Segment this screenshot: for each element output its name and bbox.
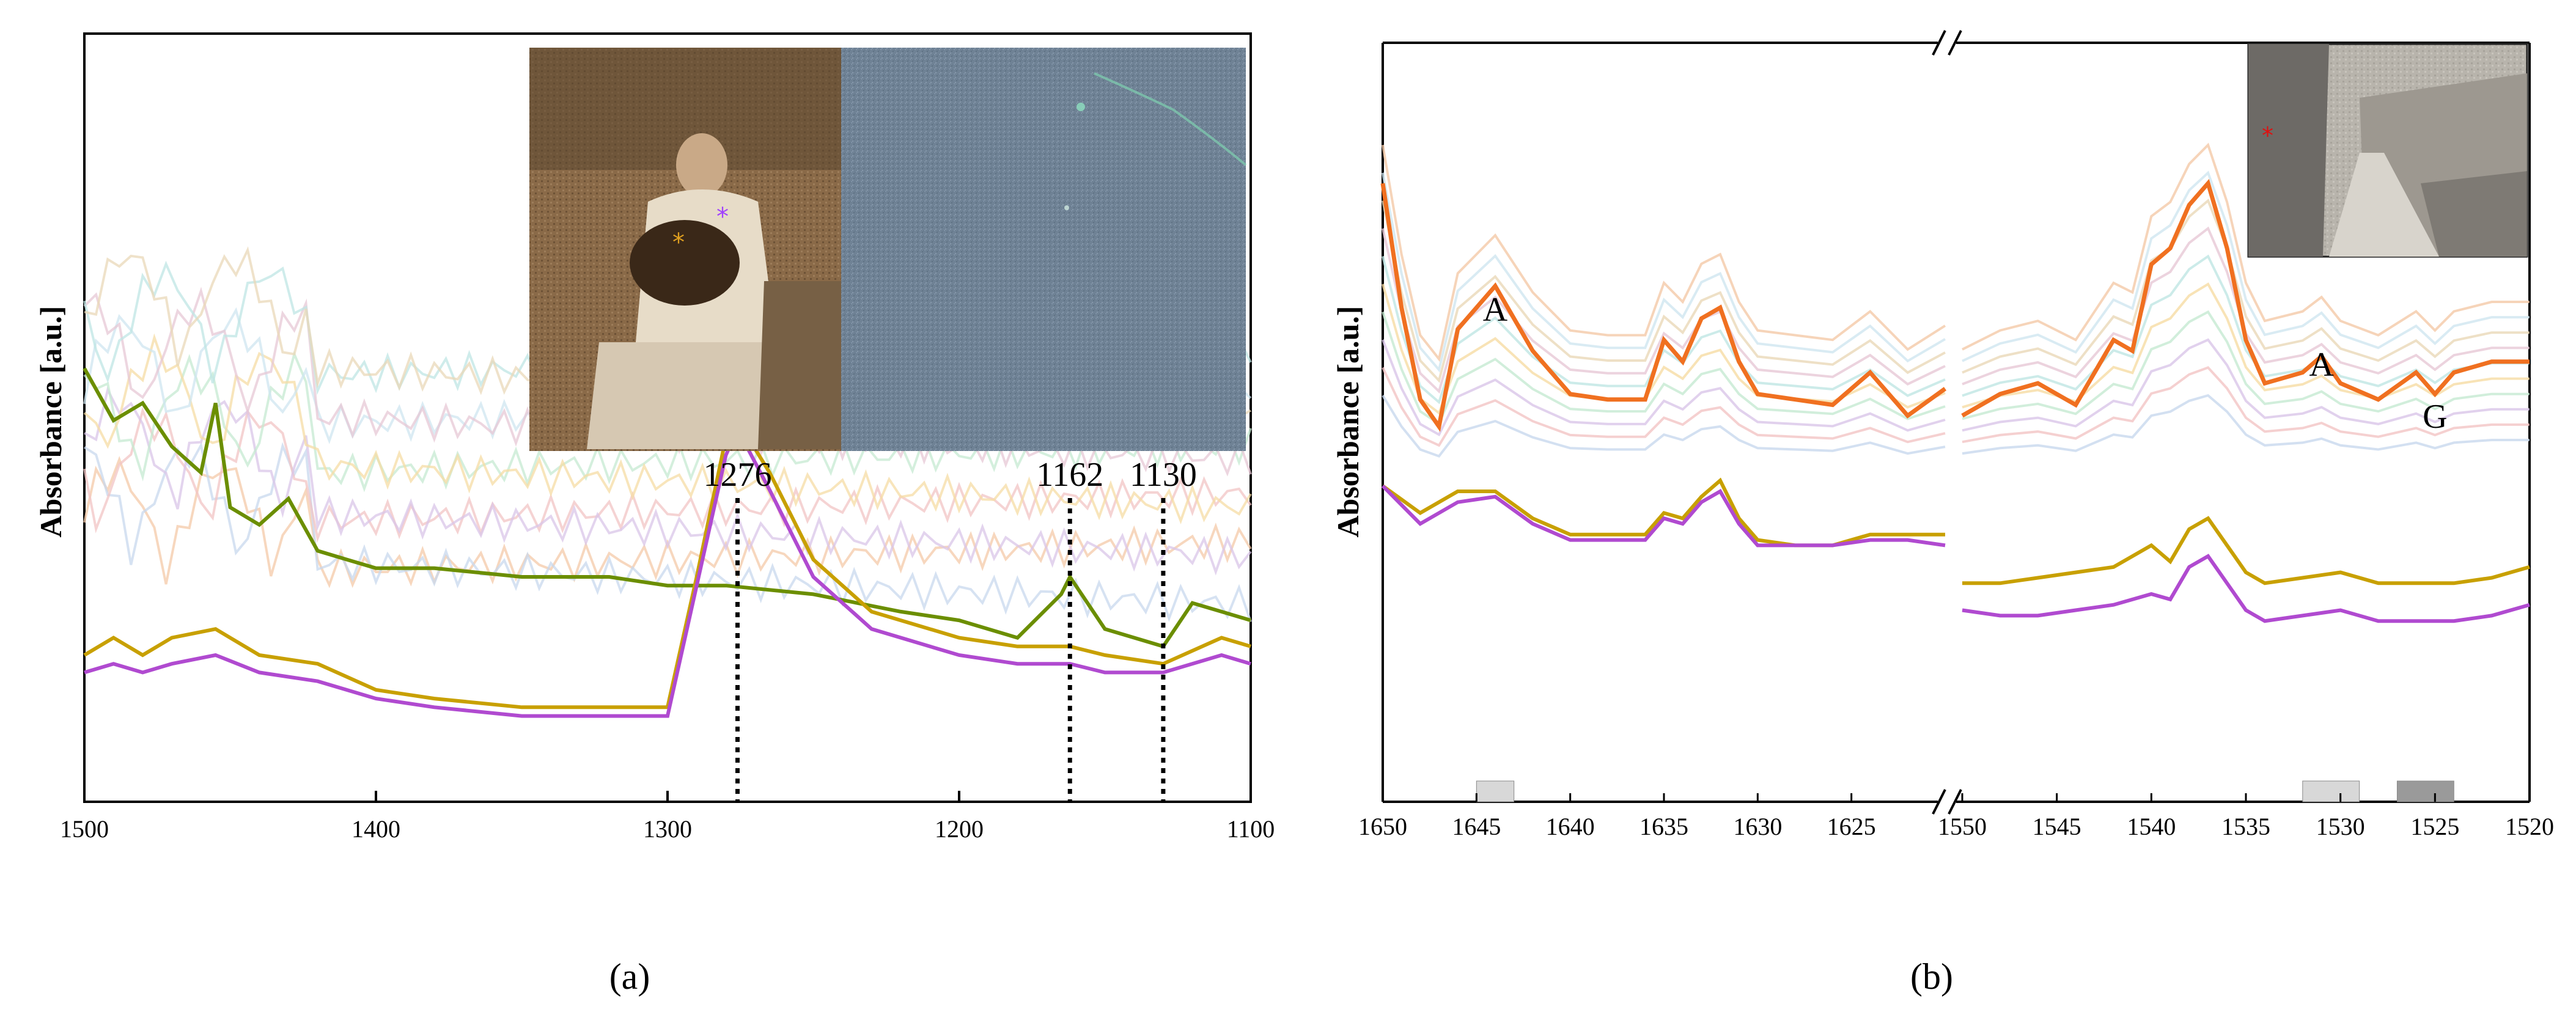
background-spectrum <box>1962 310 2530 420</box>
spectrum-series-2 <box>84 425 1251 718</box>
inset-photo-street: * <box>2247 43 2528 258</box>
background-spectrum <box>1962 170 2530 362</box>
x-tick-label: 1200 <box>935 815 984 843</box>
x-tick-label: 1550 <box>1938 813 1987 840</box>
panel-label-a: (a) <box>609 956 650 997</box>
orange-asterisk-icon: * <box>672 229 685 257</box>
x-tick-label: 1520 <box>2505 813 2554 840</box>
spectrum-series-2-right <box>1962 554 2530 623</box>
spectrum-series-0-right <box>1961 178 2530 418</box>
spectrum-series-0-left <box>1380 183 1947 432</box>
x-tick-label: 1525 <box>2410 813 2459 840</box>
x-tick-label: 1400 <box>351 815 400 843</box>
x-axis-ticks-b: 1650 1645 1640 1635 1630 1625 1550 1545 1540 1535… <box>1358 793 2554 840</box>
background-series-group-b <box>1382 142 2530 458</box>
background-spectrum <box>1382 200 1946 383</box>
y-axis-label-b: Absorbance [a.u.] <box>1331 306 1365 537</box>
spectrum-series-1-left <box>1382 477 1945 548</box>
peak-label-A: A <box>2309 346 2335 384</box>
spectrum-series-0 <box>83 367 1251 649</box>
peak-label-G: G <box>2423 398 2447 436</box>
spectrum-series-1-right <box>1962 516 2530 585</box>
peak-label-1130: 1130 <box>1130 456 1197 494</box>
peak-label-1276: 1276 <box>703 456 771 494</box>
background-spectrum <box>1382 144 1946 362</box>
background-spectrum <box>84 386 1252 576</box>
background-spectrum <box>83 333 1252 525</box>
panel-label-b: (b) <box>1910 956 1953 997</box>
x-tick-label: 1535 <box>2221 813 2270 840</box>
background-spectrum <box>1962 142 2530 351</box>
x-tick-label: 1630 <box>1733 813 1782 840</box>
spectrum-series-2-left <box>1381 485 1946 548</box>
shaded-bands-b <box>1476 780 2454 802</box>
x-tick-label: 1300 <box>643 815 692 843</box>
x-tick-label: 1625 <box>1827 813 1876 840</box>
background-spectrum <box>1962 366 2530 444</box>
peak-label-A: A <box>1483 291 1508 329</box>
background-spectrum <box>83 406 1252 543</box>
background-spectrum <box>1382 367 1946 447</box>
background-spectrum <box>1382 395 1946 458</box>
background-spectrum <box>1382 172 1946 373</box>
x-axis-ticks-a: 1500 1400 1300 1200 1100 <box>60 791 1275 843</box>
background-spectrum <box>1382 311 1946 426</box>
peak-annotations-a: 1276 1162 1130 <box>703 456 1197 802</box>
background-spectrum <box>1382 255 1946 405</box>
plot-frame-b-left <box>1383 43 1945 802</box>
shaded-band-1 <box>2302 780 2360 802</box>
chart-panel-b: A A G 1650 1645 1640 1635 1630 1625 1550 1545 1540… <box>1331 30 2554 997</box>
axis-break-mark-top <box>1932 30 1962 56</box>
background-spectrum <box>1962 338 2530 432</box>
x-tick-label: 1635 <box>1639 813 1688 840</box>
x-tick-label: 1645 <box>1452 813 1501 840</box>
chart-panel-a: 1276 1162 1130 1500 1400 1300 1200 1100 Absorb… <box>34 32 1275 997</box>
shaded-band-2 <box>2396 780 2454 802</box>
peak-label-1162: 1162 <box>1036 456 1103 494</box>
background-spectrum <box>1962 282 2530 409</box>
x-tick-label: 1500 <box>60 815 109 843</box>
background-spectrum <box>1382 228 1946 394</box>
background-spectrum <box>1382 339 1946 436</box>
axis-break-mark-bottom <box>1932 789 1962 815</box>
inset-photo-surface <box>841 48 1247 451</box>
shaded-band-0 <box>1476 780 1515 802</box>
red-asterisk-icon: * <box>2262 122 2273 149</box>
highlighted-series-group-b <box>1380 178 2530 623</box>
inset-photo-portrait: * * <box>529 48 841 451</box>
background-spectrum <box>1962 394 2530 455</box>
y-axis-label-a: Absorbance [a.u.] <box>34 306 68 537</box>
x-tick-label: 1650 <box>1358 813 1407 840</box>
x-tick-label: 1640 <box>1546 813 1595 840</box>
peak-annotations-b: A A G <box>1483 291 2448 436</box>
background-spectrum <box>1962 198 2530 374</box>
x-tick-label: 1100 <box>1227 815 1275 843</box>
x-tick-label: 1540 <box>2127 813 2176 840</box>
x-tick-label: 1545 <box>2033 813 2081 840</box>
purple-asterisk-icon: * <box>716 203 729 231</box>
x-tick-label: 1530 <box>2316 813 2365 840</box>
